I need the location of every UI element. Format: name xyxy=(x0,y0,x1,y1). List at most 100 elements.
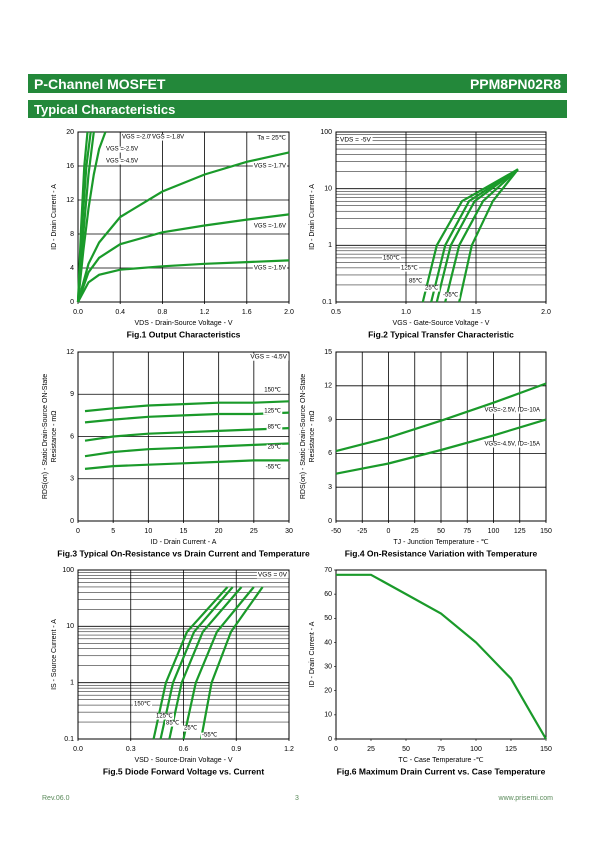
x-tick-label: 25 xyxy=(367,746,375,753)
curve-label: 85℃ xyxy=(166,721,180,727)
plot-frame xyxy=(335,131,547,303)
curve xyxy=(84,459,289,470)
plot-frame xyxy=(77,351,290,522)
curve-label: VGS =-4.5V xyxy=(106,159,138,165)
x-tick-label: 75 xyxy=(463,528,471,535)
curve xyxy=(84,442,290,458)
curve xyxy=(335,418,547,475)
x-tick-label: 0.8 xyxy=(158,309,168,316)
y-tick-label: 15 xyxy=(324,349,332,356)
x-tick-label: 125 xyxy=(505,746,517,753)
x-axis-label: ID - Drain Current - A xyxy=(151,539,217,546)
curve-label: VGS =-1.7V xyxy=(254,164,286,170)
plot-frame xyxy=(77,131,290,303)
page-number: 3 xyxy=(295,795,299,802)
curve-label: -55℃ xyxy=(202,733,218,739)
x-tick-label: 75 xyxy=(437,746,445,753)
x-tick-label: 0.6 xyxy=(179,746,189,753)
y-tick-label: 100 xyxy=(62,567,74,574)
x-tick-label: 0.0 xyxy=(73,746,83,753)
annotation: Ta = 25℃ xyxy=(257,135,287,142)
x-tick-label: 30 xyxy=(285,528,293,535)
label-background xyxy=(151,134,186,141)
x-tick-label: 2.0 xyxy=(541,309,551,316)
label-background xyxy=(400,265,420,272)
x-tick-label: 20 xyxy=(215,528,223,535)
y-tick-label: 50 xyxy=(324,615,332,622)
label-background xyxy=(121,134,156,141)
curve-label: VGS=-2.5V, ID=-10A xyxy=(485,408,540,414)
y-axis-label: RDS(on) - Static Drain-Source ON-State xyxy=(300,374,307,499)
y-tick-label: 12 xyxy=(324,383,332,390)
y-tick-label: 70 xyxy=(324,567,332,574)
curve-label: VGS =-1.5V xyxy=(254,266,286,272)
figure-title: Fig.3 Typical On-Resistance vs Drain Cur… xyxy=(57,548,310,558)
curve xyxy=(336,573,547,740)
curve xyxy=(84,400,290,413)
x-tick-label: 0 xyxy=(387,528,391,535)
curve xyxy=(76,213,290,303)
curve xyxy=(77,259,290,303)
curve xyxy=(84,411,290,424)
website: www.prisemi.com xyxy=(498,795,553,802)
label-background xyxy=(266,444,283,451)
curve-label: 25℃ xyxy=(184,726,198,732)
figure-title: Fig.4 On-Resistance Variation with Tempe… xyxy=(345,548,538,558)
label-background xyxy=(256,134,288,142)
label-background xyxy=(252,265,287,272)
curve-label: 125℃ xyxy=(264,409,281,415)
x-tick-label: 2.0 xyxy=(284,309,294,316)
x-tick-label: 150 xyxy=(540,746,552,753)
revision: Rev.06.0 xyxy=(42,795,70,802)
x-tick-label: 0 xyxy=(334,746,338,753)
x-tick-label: 10 xyxy=(144,528,152,535)
curve xyxy=(76,151,290,303)
x-tick-label: 1.0 xyxy=(401,309,411,316)
y-tick-label: 0 xyxy=(70,299,74,306)
x-tick-label: -50 xyxy=(331,528,341,535)
y-tick-label: 10 xyxy=(66,623,74,630)
plot-frame xyxy=(335,351,547,522)
x-tick-label: 25 xyxy=(250,528,258,535)
curve xyxy=(430,168,519,303)
x-tick-label: 125 xyxy=(514,528,526,535)
x-tick-label: 25 xyxy=(411,528,419,535)
label-background xyxy=(263,387,283,394)
y-tick-label: 6 xyxy=(328,450,332,457)
x-axis-label: VSD - Source-Drain Voltage - V xyxy=(134,757,232,764)
y-tick-label: 12 xyxy=(66,349,74,356)
label-background xyxy=(105,146,140,153)
x-tick-label: 5 xyxy=(111,528,115,535)
y-tick-label: 16 xyxy=(66,163,74,170)
y-tick-label: 4 xyxy=(70,265,74,272)
curve xyxy=(200,586,264,740)
y-tick-label: 20 xyxy=(66,129,74,136)
x-tick-label: 0 xyxy=(76,528,80,535)
label-background xyxy=(155,713,175,720)
label-background xyxy=(249,353,289,361)
label-background xyxy=(424,285,440,292)
curve-label: 150℃ xyxy=(383,256,400,262)
curve-label: 85℃ xyxy=(268,425,282,431)
x-tick-label: 0.4 xyxy=(115,309,125,316)
curve-label: 150℃ xyxy=(134,702,151,708)
y-tick-label: 20 xyxy=(324,688,332,695)
curve xyxy=(168,586,243,740)
curve-label: VGS=-4.5V, ID=-15A xyxy=(485,442,540,448)
y-tick-label: 0.1 xyxy=(322,299,332,306)
x-tick-label: 100 xyxy=(488,528,500,535)
curve xyxy=(421,168,519,303)
curve-label: VGS =-2.0V xyxy=(122,135,154,141)
curve-label: 125℃ xyxy=(401,266,418,272)
label-background xyxy=(266,424,283,431)
label-background xyxy=(483,441,541,448)
x-tick-label: 50 xyxy=(402,746,410,753)
curve xyxy=(435,168,519,303)
curve xyxy=(76,131,89,303)
label-background xyxy=(382,255,402,262)
curve xyxy=(458,168,519,303)
label-background xyxy=(408,278,424,285)
header-bar: P-Channel MOSFET PPM8PN02R8 xyxy=(28,74,567,93)
y-tick-label: 0 xyxy=(70,518,74,525)
